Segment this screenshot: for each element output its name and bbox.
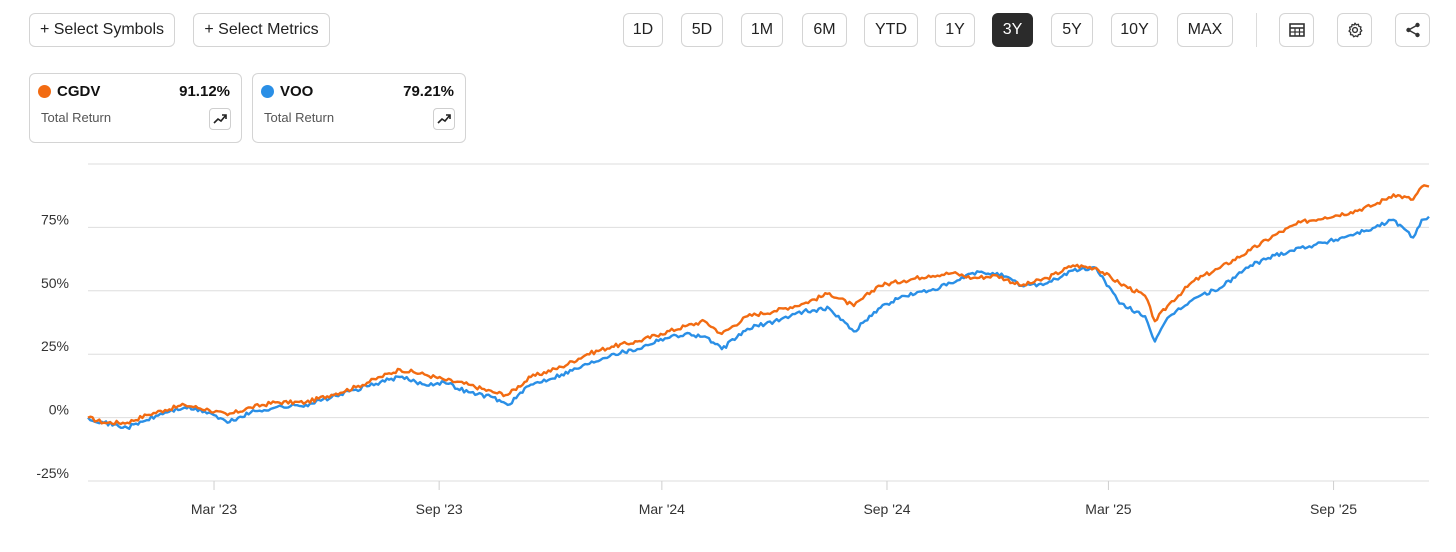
x-tick-label: Sep '24: [863, 501, 910, 517]
y-tick-label: -25%: [36, 465, 69, 481]
range-1m-button[interactable]: 1M: [741, 13, 783, 47]
range-1y-button[interactable]: 1Y: [935, 13, 975, 47]
y-tick-label: 75%: [41, 211, 69, 227]
y-tick-label: 50%: [41, 275, 69, 291]
range-max-button[interactable]: MAX: [1177, 13, 1233, 47]
x-tick-label: Mar '25: [1085, 501, 1131, 517]
share-icon: [1405, 22, 1420, 38]
symbol-card-cgdv[interactable]: CGDV 91.12% Total Return: [29, 73, 242, 143]
select-symbols-button[interactable]: + Select Symbols: [29, 13, 175, 47]
trend-chart-button[interactable]: [209, 108, 231, 130]
range-5d-button[interactable]: 5D: [681, 13, 723, 47]
total-return-value: 79.21%: [403, 83, 454, 100]
range-6m-button[interactable]: 6M: [802, 13, 847, 47]
y-tick-label: 0%: [49, 402, 69, 418]
series-line-cgdv: [87, 184, 1430, 426]
metric-label: Total Return: [41, 110, 112, 125]
settings-button[interactable]: [1337, 13, 1372, 47]
symbol-name: CGDV: [57, 83, 101, 100]
toolbar-divider: [1256, 13, 1257, 47]
range-10y-button[interactable]: 10Y: [1111, 13, 1158, 47]
x-tick-label: Sep '25: [1310, 501, 1357, 517]
total-return-chart[interactable]: -25% 0% 25% 50% 75% Mar '23 Sep '23 Mar '24 Sep …: [0, 150, 1456, 550]
x-tick-label: Mar '24: [639, 501, 685, 517]
trending-up-icon: [213, 114, 227, 124]
metric-label: Total Return: [264, 110, 335, 125]
gear-icon: [1347, 22, 1362, 38]
trend-chart-button[interactable]: [433, 108, 455, 130]
x-tick-label: Mar '23: [191, 501, 237, 517]
range-1d-button[interactable]: 1D: [623, 13, 663, 47]
range-5y-button[interactable]: 5Y: [1051, 13, 1093, 47]
symbol-card-voo[interactable]: VOO 79.21% Total Return: [252, 73, 466, 143]
table-view-button[interactable]: [1279, 13, 1314, 47]
total-return-value: 91.12%: [179, 83, 230, 100]
y-tick-label: 25%: [41, 338, 69, 354]
select-metrics-button[interactable]: + Select Metrics: [193, 13, 330, 47]
symbol-name: VOO: [280, 83, 314, 100]
voo-color-dot: [261, 85, 274, 98]
trending-up-icon: [437, 114, 451, 124]
cgdv-color-dot: [38, 85, 51, 98]
table-icon: [1288, 23, 1305, 37]
range-ytd-button[interactable]: YTD: [864, 13, 918, 47]
series-line-voo: [87, 215, 1430, 430]
share-button[interactable]: [1395, 13, 1430, 47]
range-3y-button[interactable]: 3Y: [992, 13, 1033, 47]
x-tick-label: Sep '23: [416, 501, 463, 517]
